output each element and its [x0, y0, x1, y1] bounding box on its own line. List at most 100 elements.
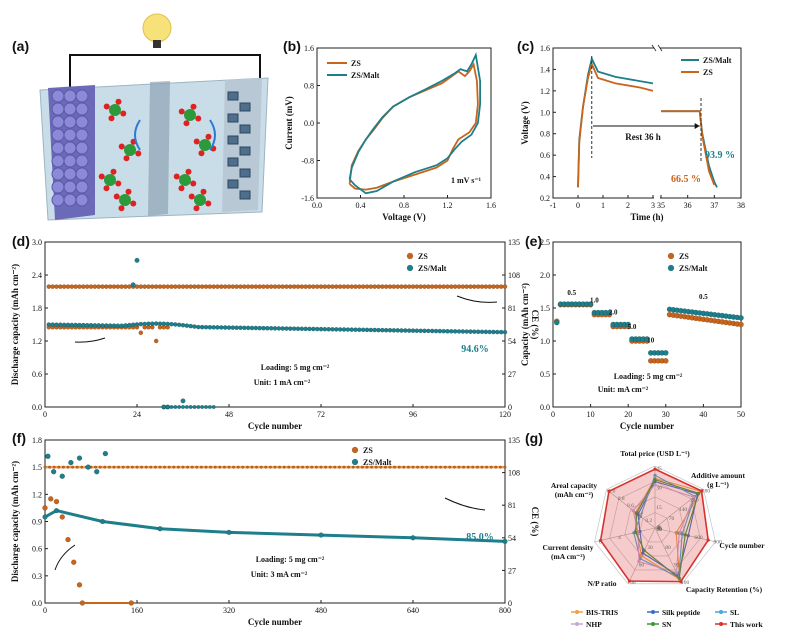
ce-point-zs — [403, 284, 408, 289]
ce-point-zs — [360, 284, 366, 289]
ce-point-zs-malt — [211, 405, 216, 410]
capacity-point-zs — [59, 514, 65, 520]
water-molecule — [173, 173, 180, 180]
ce-point-zs — [393, 465, 397, 469]
capacity-point-zs-malt — [422, 328, 427, 334]
water-molecule — [115, 98, 122, 105]
ce-point-zs — [494, 465, 498, 469]
ce-point-zs — [195, 465, 199, 469]
water-molecule — [118, 205, 125, 212]
radar-tick-label: 0 — [658, 525, 661, 531]
x-axis-label: Cycle number — [248, 421, 302, 431]
zn-atom — [51, 167, 65, 181]
water-molecule — [188, 193, 195, 200]
ce-point-zs — [144, 465, 148, 469]
capacity-point-zs-malt — [245, 325, 251, 331]
ce-point-zs — [126, 465, 130, 469]
capacity-line-zs-malt — [44, 509, 506, 543]
radar-point — [653, 473, 657, 477]
radar-point — [653, 478, 657, 482]
ce-point-zs — [491, 284, 496, 289]
loading-annotation: Loading: 5 mg cm⁻² — [614, 372, 683, 381]
ce-point-zs — [257, 284, 262, 289]
ce-point-zs — [503, 465, 507, 469]
y-tick-label: 1.8 — [32, 436, 42, 445]
y-tick-label: 0.4 — [540, 173, 550, 182]
ce-point-zs — [288, 284, 293, 289]
ce-point-zs — [48, 465, 52, 469]
radar-point — [631, 509, 635, 513]
separator — [148, 81, 170, 216]
y-tick-label: 1.0 — [540, 337, 550, 346]
water-molecule — [113, 193, 120, 200]
capacity-point-zs-malt — [127, 322, 132, 328]
radar-point — [653, 483, 657, 487]
ce-point-zs — [238, 284, 243, 289]
y-tick-label: -1.6 — [301, 194, 314, 203]
capacity-point-zs — [738, 321, 744, 328]
x-axis-label: Cycle number — [620, 421, 674, 431]
y-tick-label: 0.2 — [540, 194, 550, 203]
ce-outlier-zs-malt — [180, 398, 186, 404]
ce-point-zs — [58, 284, 63, 289]
water-molecule — [98, 173, 105, 180]
capacity-point-zs-malt — [349, 327, 354, 332]
x-tick-label: 72 — [317, 410, 325, 419]
ce-point-zs — [466, 465, 470, 469]
zn-ion — [124, 144, 136, 156]
ce-point-zs — [65, 284, 71, 289]
ce-point-zs — [416, 465, 420, 469]
ce-point-zs — [121, 465, 125, 469]
water-molecule — [123, 155, 130, 162]
capacity-point-zs-malt — [207, 324, 213, 330]
radar-grid — [624, 496, 686, 557]
capacity-point-zs-malt — [376, 327, 381, 333]
capacity-point-zs-malt — [391, 328, 397, 333]
legend-zs-label: ZS — [418, 252, 428, 261]
capacity-point-zs-malt — [99, 518, 106, 525]
ce-point-zs — [433, 284, 439, 289]
water-molecule — [135, 150, 142, 157]
ce-point-zs — [112, 465, 116, 469]
capacity-point-zs — [53, 498, 60, 505]
ce-point-zs — [71, 465, 75, 469]
ce-outlier-zs-malt — [130, 282, 136, 288]
radar-spoke — [594, 527, 656, 543]
zn-ion — [199, 139, 211, 151]
ce-point-zs — [211, 284, 216, 289]
ce-point-zs — [368, 284, 374, 289]
ce-point-zs — [192, 284, 197, 289]
arrow-to-left-axis — [54, 544, 76, 571]
ce-point-zs — [296, 465, 300, 469]
y-right-tick-label: 0 — [508, 403, 512, 412]
ce-point-zs — [111, 284, 117, 289]
ce-point-zs — [107, 284, 113, 289]
y-tick-label: 1.0 — [540, 108, 550, 117]
capacity-point-zs-malt — [383, 327, 389, 333]
radar-tick-label: 1.0 — [609, 489, 616, 495]
ce-point-zs — [215, 284, 220, 289]
capacity-point-zs-malt — [188, 323, 193, 329]
ce-point-zs-malt — [184, 405, 189, 410]
legend-zs-marker — [406, 252, 414, 260]
radar-point — [638, 557, 642, 561]
radar-tick-label: 900 — [714, 539, 723, 545]
cathode — [222, 78, 262, 212]
axis-break — [654, 45, 660, 201]
y-tick-label: 1.2 — [540, 87, 550, 96]
capacity-point-zs-malt — [150, 321, 155, 326]
ce-point-zs — [186, 465, 190, 469]
water-molecule — [115, 180, 122, 187]
capacity-point-zs-malt — [364, 327, 370, 333]
ce-point-zs — [176, 284, 182, 289]
ce-point-zs-malt — [45, 453, 51, 459]
rest-arrowhead — [694, 123, 700, 129]
capacity-point-zs-malt — [142, 321, 147, 327]
ce-point-zs — [259, 465, 263, 469]
ce-point-zs — [115, 284, 121, 289]
zn-ion — [104, 174, 116, 186]
capacity-point-zs-malt — [276, 326, 282, 331]
ce-point-zs — [502, 284, 508, 289]
ce-point-zs — [479, 284, 485, 289]
ce-point-zs — [107, 465, 111, 469]
